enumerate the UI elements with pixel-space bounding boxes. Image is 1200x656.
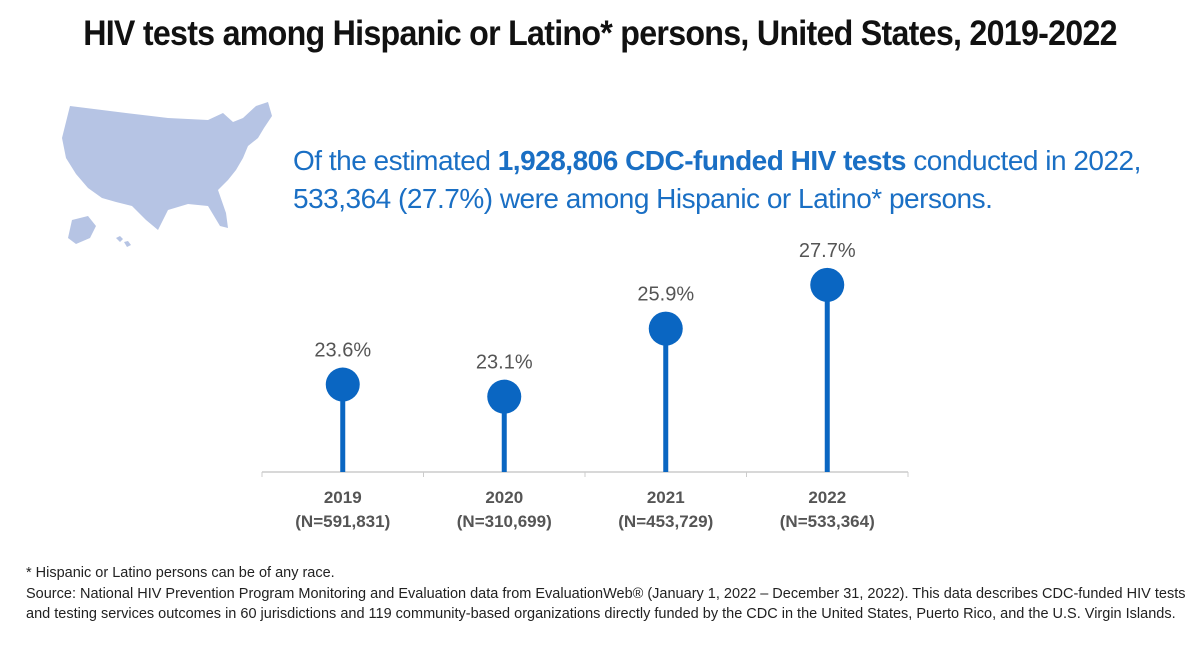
data-label: 25.9% — [637, 284, 694, 306]
footnotes: * Hispanic or Latino persons can be of a… — [26, 563, 1186, 625]
us-map-icon — [62, 102, 272, 247]
headline: Of the estimated 1,928,806 CDC-funded HI… — [293, 142, 1141, 218]
headline-text: 533,364 (27.7%) were among Hispanic or L… — [293, 183, 993, 214]
lollipop-marker — [325, 367, 360, 402]
data-label: 23.1% — [476, 352, 533, 374]
x-tick-sublabel: (N=533,364) — [780, 512, 875, 531]
x-tick-label: 2021 — [647, 488, 685, 507]
lollipop-marker — [648, 311, 683, 346]
x-tick-sublabel: (N=453,729) — [618, 512, 713, 531]
x-tick-label: 2020 — [485, 488, 523, 507]
lollipop-marker — [810, 267, 845, 302]
x-tick-sublabel: (N=591,831) — [295, 512, 390, 531]
x-tick-label: 2022 — [808, 488, 846, 507]
lollipop-chart: 23.6% 2019 (N=591,831) 23.1% 2020 (N=310,699)… — [261, 240, 909, 531]
x-tick-sublabel: (N=310,699) — [457, 512, 552, 531]
data-label: 23.6% — [314, 340, 371, 362]
headline-text: conducted in 2022, — [905, 145, 1141, 176]
page-title: HIV tests among Hispanic or Latino* pers… — [83, 14, 1117, 53]
footnote-source: Source: National HIV Prevention Program … — [26, 585, 1186, 623]
footnote-note: * Hispanic or Latino persons can be of a… — [26, 565, 335, 581]
headline-emphasis: 1,928,806 CDC-funded HIV tests — [497, 145, 907, 176]
lollipop-marker — [487, 379, 522, 414]
x-tick-label: 2019 — [324, 488, 362, 507]
data-label: 27.7% — [799, 240, 856, 262]
headline-text: Of the estimated — [293, 145, 498, 176]
